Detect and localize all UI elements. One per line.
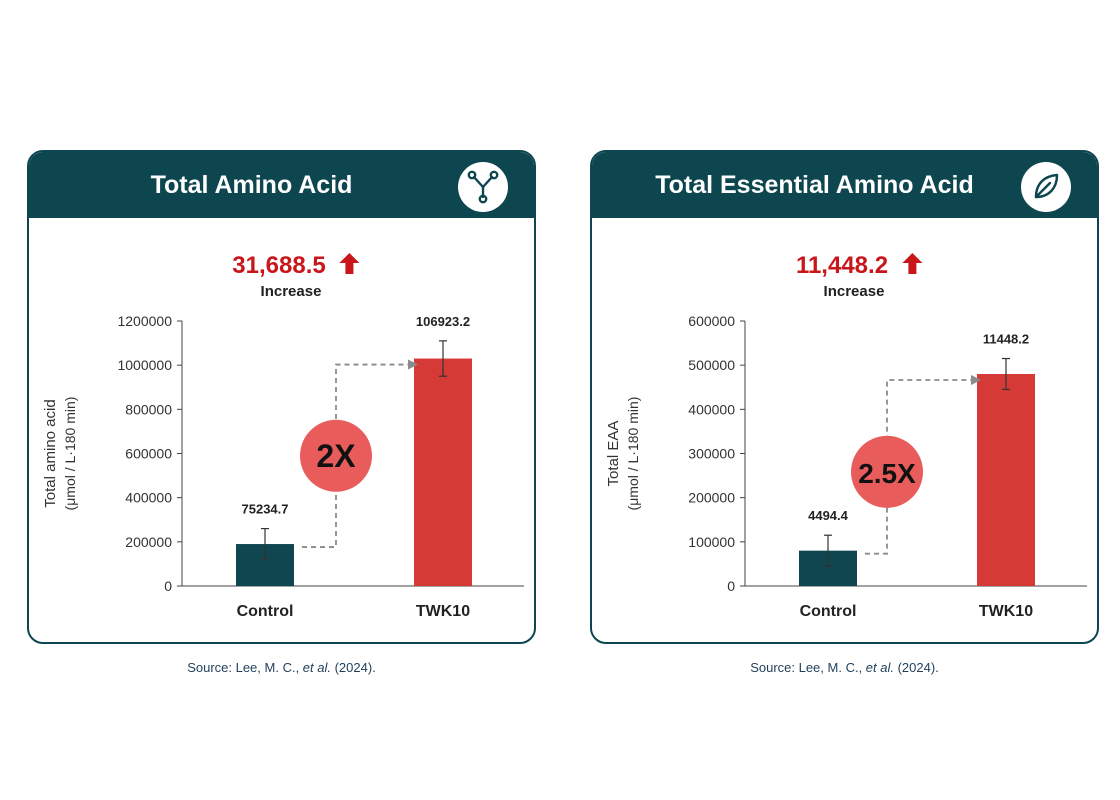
y-tick-label: 400000 bbox=[125, 490, 172, 506]
increase-value: 11,448.2 bbox=[796, 252, 888, 279]
bar-twk10 bbox=[977, 374, 1035, 586]
arrowhead-icon bbox=[971, 375, 981, 385]
fold-badge-label: 2.5X bbox=[858, 458, 916, 489]
x-tick-label: Control bbox=[237, 603, 294, 620]
y-tick-label: 100000 bbox=[688, 534, 735, 550]
y-axis-unit: (μmol / L·180 min) bbox=[62, 397, 78, 511]
source-citation: Source: Lee, M. C., et al. (2024). bbox=[750, 660, 939, 675]
data-label: 75234.7 bbox=[242, 502, 289, 517]
y-axis-unit: (μmol / L·180 min) bbox=[625, 397, 641, 511]
data-label: 11448.2 bbox=[983, 332, 1029, 347]
y-tick-label: 400000 bbox=[688, 401, 735, 417]
y-tick-label: 600000 bbox=[688, 313, 735, 329]
molecule-icon bbox=[458, 162, 508, 212]
x-tick-label: TWK10 bbox=[979, 603, 1033, 620]
y-tick-label: 200000 bbox=[688, 490, 735, 506]
y-tick-label: 300000 bbox=[688, 446, 735, 462]
data-label: 4494.4 bbox=[808, 508, 849, 523]
y-tick-label: 0 bbox=[727, 578, 735, 594]
y-tick-label: 600000 bbox=[125, 446, 172, 462]
card-title: Total Essential Amino Acid bbox=[655, 171, 974, 199]
bar-chart: 31,688.5 Increase 0 200000 400000 600000 80000… bbox=[42, 252, 524, 620]
dashed-connector bbox=[302, 363, 408, 548]
chart-card-total-amino-acid: Total Amino Acid 31,688.5 Increase 0 200000… bbox=[27, 150, 536, 644]
up-arrow-icon bbox=[902, 253, 923, 274]
y-axis-label: Total EAA bbox=[605, 421, 622, 487]
y-tick-label: 800000 bbox=[125, 401, 172, 417]
card-header: Total Essential Amino Acid bbox=[592, 152, 1097, 218]
y-tick-label: 200000 bbox=[125, 534, 172, 550]
x-tick-label: TWK10 bbox=[416, 603, 470, 620]
y-tick-label: 1000000 bbox=[117, 357, 172, 373]
card-header: Total Amino Acid bbox=[29, 152, 534, 218]
bar-chart: 11,448.2 Increase 0 100000 200000 300000 40000… bbox=[605, 252, 1087, 620]
increase-label: Increase bbox=[261, 283, 322, 300]
bar-twk10 bbox=[414, 358, 472, 586]
y-tick-label: 1200000 bbox=[117, 313, 172, 329]
data-label: 106923.2 bbox=[416, 314, 470, 329]
fold-badge-label: 2X bbox=[316, 438, 356, 474]
y-tick-label: 0 bbox=[164, 578, 172, 594]
chart-card-total-essential-amino-acid: Total Essential Amino Acid 11,448.2 Incre… bbox=[590, 150, 1099, 644]
up-arrow-icon bbox=[339, 253, 360, 274]
arrowhead-icon bbox=[408, 359, 418, 370]
leaf-icon bbox=[1021, 162, 1071, 212]
increase-value: 31,688.5 bbox=[232, 252, 325, 279]
increase-label: Increase bbox=[824, 283, 885, 300]
fold-badge bbox=[300, 419, 372, 492]
y-axis-label: Total amino acid bbox=[42, 399, 59, 507]
source-citation: Source: Lee, M. C., et al. (2024). bbox=[187, 660, 376, 675]
card-title: Total Amino Acid bbox=[150, 171, 353, 199]
y-tick-label: 500000 bbox=[688, 357, 735, 373]
x-tick-label: Control bbox=[800, 603, 857, 620]
fold-badge bbox=[851, 435, 923, 508]
